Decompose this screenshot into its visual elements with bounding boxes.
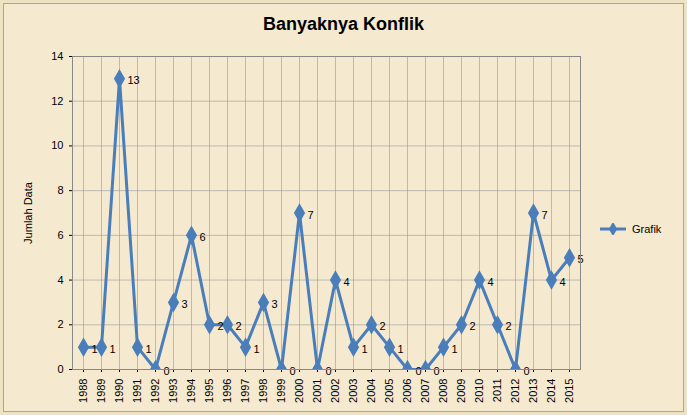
svg-text:2003: 2003 — [347, 379, 359, 403]
svg-text:2015: 2015 — [563, 379, 575, 403]
svg-text:2: 2 — [506, 320, 512, 332]
svg-text:1996: 1996 — [221, 379, 233, 403]
svg-text:1990: 1990 — [113, 379, 125, 403]
svg-text:5: 5 — [577, 253, 584, 266]
svg-text:14: 14 — [51, 50, 63, 62]
svg-text:1: 1 — [146, 343, 152, 355]
svg-text:10: 10 — [51, 139, 63, 151]
svg-text:2005: 2005 — [383, 379, 395, 403]
svg-text:1993: 1993 — [167, 379, 179, 403]
svg-text:4: 4 — [560, 276, 566, 288]
svg-text:2001: 2001 — [311, 379, 323, 403]
svg-text:4: 4 — [344, 276, 350, 288]
svg-text:2004: 2004 — [365, 379, 377, 403]
svg-text:0: 0 — [164, 365, 170, 377]
svg-text:2010: 2010 — [473, 379, 485, 403]
svg-text:2012: 2012 — [509, 379, 521, 403]
svg-text:0: 0 — [524, 365, 530, 377]
svg-text:2000: 2000 — [293, 379, 305, 403]
svg-text:13: 13 — [128, 74, 140, 86]
svg-text:1997: 1997 — [239, 379, 251, 403]
svg-text:1998: 1998 — [257, 379, 269, 403]
svg-text:1: 1 — [452, 343, 458, 355]
svg-text:2: 2 — [218, 320, 224, 332]
svg-text:0: 0 — [290, 365, 296, 377]
svg-text:1991: 1991 — [131, 379, 143, 403]
svg-text:4: 4 — [57, 274, 63, 286]
svg-text:2002: 2002 — [329, 379, 341, 403]
svg-text:1: 1 — [110, 343, 116, 355]
svg-text:2008: 2008 — [437, 379, 449, 403]
svg-text:7: 7 — [308, 209, 314, 221]
svg-text:6: 6 — [200, 231, 206, 243]
svg-text:6: 6 — [57, 229, 63, 241]
html-text:Banyaknya Konflik: Banyaknya Konflik — [263, 14, 424, 34]
svg-text:4: 4 — [488, 276, 494, 288]
svg-text:1995: 1995 — [203, 379, 215, 403]
svg-text:2013: 2013 — [527, 379, 539, 403]
svg-text:3: 3 — [182, 298, 188, 310]
svg-text:1999: 1999 — [275, 379, 287, 403]
svg-text:1: 1 — [92, 343, 98, 355]
svg-text:1: 1 — [254, 343, 260, 355]
svg-text:Jumlah Data: Jumlah Data — [22, 181, 34, 244]
svg-text:1: 1 — [362, 343, 368, 355]
svg-text:1992: 1992 — [149, 379, 161, 403]
svg-text:2014: 2014 — [545, 379, 557, 403]
svg-text:2009: 2009 — [455, 379, 467, 403]
svg-text:0: 0 — [434, 365, 440, 377]
svg-text:2: 2 — [380, 320, 386, 332]
svg-text:1988: 1988 — [77, 379, 89, 403]
svg-text:2007: 2007 — [419, 379, 431, 403]
svg-text:0: 0 — [416, 365, 422, 377]
svg-text:0: 0 — [326, 365, 332, 377]
svg-text:12: 12 — [51, 95, 63, 107]
svg-text:0: 0 — [57, 363, 63, 375]
html-text:Grafik: Grafik — [632, 222, 662, 235]
svg-text:2: 2 — [470, 320, 476, 332]
svg-text:1: 1 — [398, 343, 404, 355]
svg-text:2006: 2006 — [401, 379, 413, 403]
svg-text:2: 2 — [236, 320, 242, 332]
svg-text:2: 2 — [57, 318, 63, 330]
svg-text:2011: 2011 — [491, 379, 503, 403]
svg-text:1989: 1989 — [95, 379, 107, 403]
svg-text:8: 8 — [57, 184, 63, 196]
svg-text:1994: 1994 — [185, 379, 197, 403]
svg-text:7: 7 — [542, 209, 548, 221]
svg-text:3: 3 — [272, 298, 278, 310]
